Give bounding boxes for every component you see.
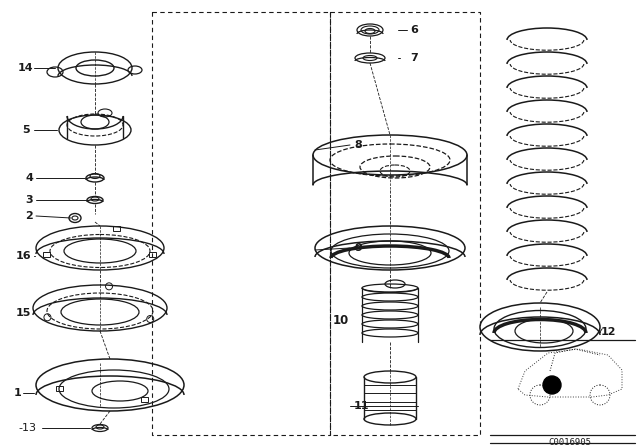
Text: 3: 3: [25, 195, 33, 205]
Text: 8: 8: [354, 140, 362, 150]
Bar: [148, 252, 156, 257]
Text: 15: 15: [16, 308, 31, 318]
Text: 2: 2: [25, 211, 33, 221]
Text: 12: 12: [601, 327, 616, 337]
Text: C0016905: C0016905: [548, 438, 591, 447]
Circle shape: [543, 376, 561, 394]
Text: 11: 11: [354, 401, 369, 411]
Text: 9: 9: [354, 243, 362, 253]
Text: 16: 16: [16, 251, 31, 261]
Bar: [44, 252, 51, 257]
Bar: [141, 397, 148, 402]
Text: 5: 5: [22, 125, 29, 135]
Text: 4: 4: [25, 173, 33, 183]
Text: 14: 14: [18, 63, 34, 73]
Text: 6: 6: [410, 25, 418, 35]
Text: 7: 7: [410, 53, 418, 63]
Text: 1: 1: [14, 388, 22, 398]
Text: -13: -13: [18, 423, 36, 433]
Text: 10: 10: [333, 314, 349, 327]
Bar: [56, 386, 63, 391]
Bar: [113, 226, 120, 231]
